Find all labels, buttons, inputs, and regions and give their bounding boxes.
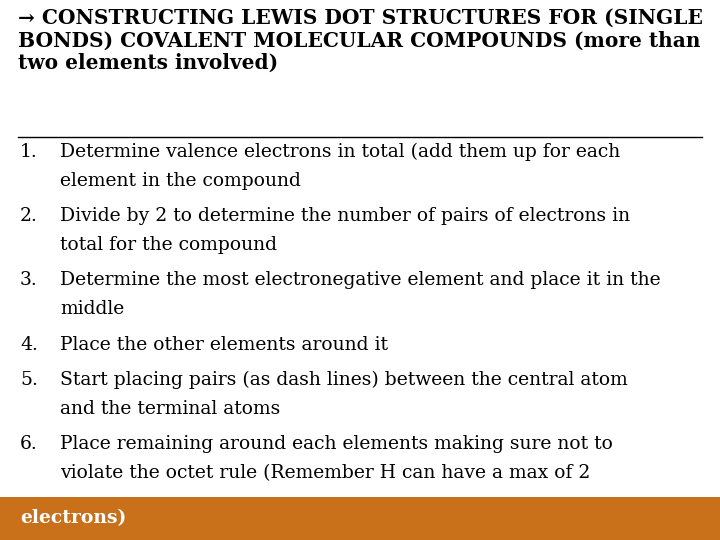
Text: Divide by 2 to determine the number of pairs of electrons in: Divide by 2 to determine the number of p… xyxy=(60,207,630,225)
Bar xyxy=(0,497,720,540)
Text: element in the compound: element in the compound xyxy=(60,172,301,190)
Text: 6.: 6. xyxy=(20,435,37,453)
Text: 1.: 1. xyxy=(20,143,37,161)
Text: 5.: 5. xyxy=(20,371,38,389)
Text: and the terminal atoms: and the terminal atoms xyxy=(60,400,280,418)
Text: two elements involved): two elements involved) xyxy=(18,53,278,73)
Text: Place the other elements around it: Place the other elements around it xyxy=(60,335,388,354)
Text: Determine valence electrons in total (add them up for each: Determine valence electrons in total (ad… xyxy=(60,143,620,161)
Text: electrons): electrons) xyxy=(20,510,126,528)
Text: BONDS) COVALENT MOLECULAR COMPOUNDS (more than: BONDS) COVALENT MOLECULAR COMPOUNDS (mor… xyxy=(18,30,701,50)
Text: 4.: 4. xyxy=(20,335,38,354)
Text: → CONSTRUCTING LEWIS DOT STRUCTURES FOR (SINGLE: → CONSTRUCTING LEWIS DOT STRUCTURES FOR … xyxy=(18,8,703,28)
Text: violate the octet rule (Remember H can have a max of 2: violate the octet rule (Remember H can h… xyxy=(60,464,590,482)
Text: Start placing pairs (as dash lines) between the central atom: Start placing pairs (as dash lines) betw… xyxy=(60,371,628,389)
Text: total for the compound: total for the compound xyxy=(60,236,277,254)
Text: 3.: 3. xyxy=(20,272,37,289)
Text: Determine the most electronegative element and place it in the: Determine the most electronegative eleme… xyxy=(60,272,661,289)
Text: 2.: 2. xyxy=(20,207,38,225)
Text: Place remaining around each elements making sure not to: Place remaining around each elements mak… xyxy=(60,435,613,453)
Text: middle: middle xyxy=(60,300,125,319)
